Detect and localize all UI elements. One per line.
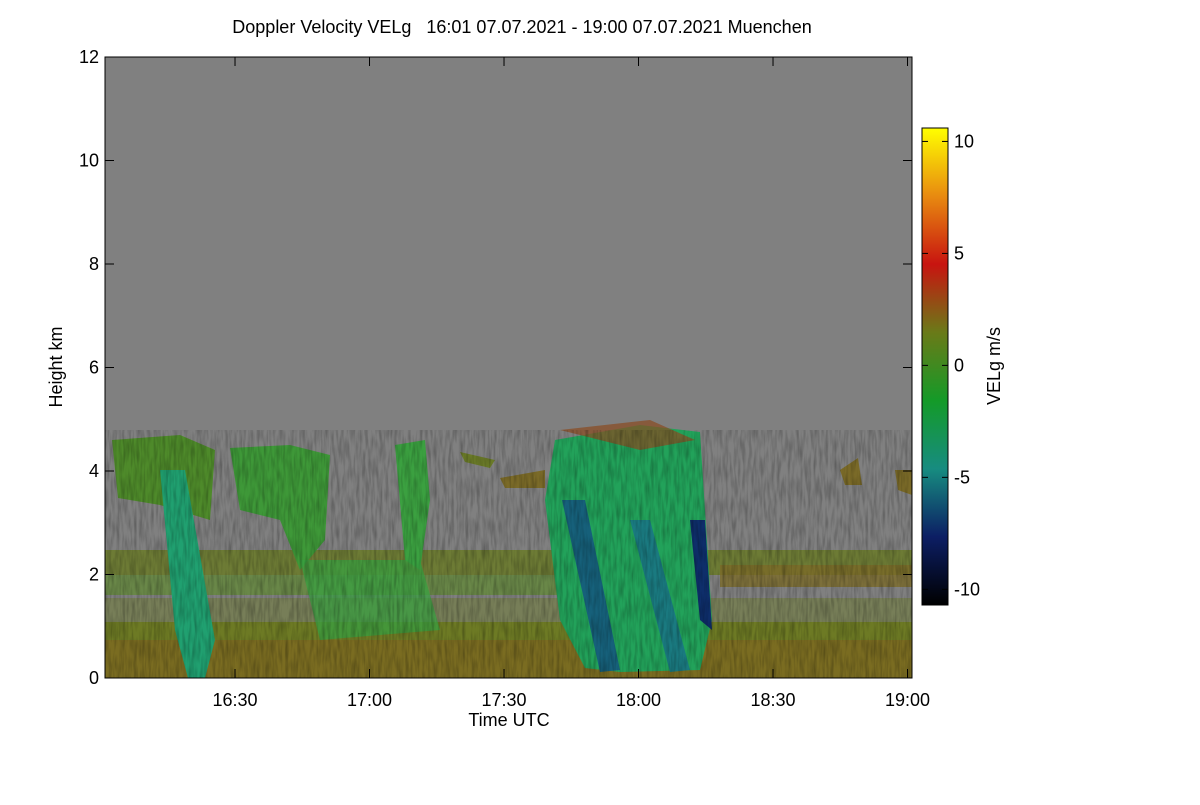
chart-title: Doppler Velocity VELg 16:01 07.07.2021 -… bbox=[232, 17, 811, 37]
y-tick-label: 6 bbox=[89, 358, 99, 378]
colorbar-tick-label: 0 bbox=[954, 355, 964, 375]
y-tick-label: 4 bbox=[89, 461, 99, 481]
x-axis-label: Time UTC bbox=[468, 710, 549, 730]
y-tick-label: 0 bbox=[89, 668, 99, 688]
x-tick-label: 17:00 bbox=[347, 690, 392, 710]
colorbar-label: VELg m/s bbox=[984, 327, 1004, 405]
echo-field bbox=[105, 420, 912, 678]
colorbar-tick-label: 10 bbox=[954, 131, 974, 151]
y-tick-label: 10 bbox=[79, 151, 99, 171]
y-tick-label: 8 bbox=[89, 254, 99, 274]
echo-texture bbox=[105, 430, 912, 678]
colorbar-tick-label: -10 bbox=[954, 579, 980, 599]
colorbar-tick-label: 5 bbox=[954, 243, 964, 263]
x-tick-label: 18:30 bbox=[750, 690, 795, 710]
x-tick-label: 18:00 bbox=[616, 690, 661, 710]
x-tick-label: 19:00 bbox=[885, 690, 930, 710]
y-tick-label: 12 bbox=[79, 47, 99, 67]
y-tick-label: 2 bbox=[89, 565, 99, 585]
x-tick-label: 16:30 bbox=[212, 690, 257, 710]
colorbar bbox=[921, 127, 949, 606]
y-axis-label: Height km bbox=[46, 326, 66, 407]
x-tick-label: 17:30 bbox=[481, 690, 526, 710]
colorbar-tick-label: -5 bbox=[954, 467, 970, 487]
